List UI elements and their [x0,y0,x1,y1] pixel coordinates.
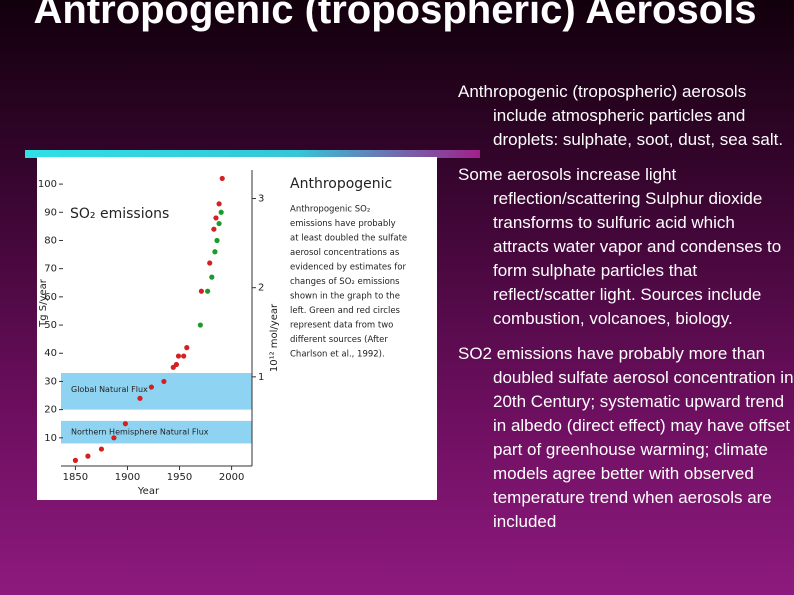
description-line: left. Green and red circles [290,306,401,316]
chart: Global Natural Flux Northern Hemisphere N… [37,157,437,500]
data-point [205,288,211,294]
data-point [72,457,79,463]
data-point [218,209,224,215]
data-point [219,175,225,182]
y-axis-label: Tg S/year [38,278,49,328]
data-point [216,201,222,207]
data-point [85,453,91,459]
y2-tick-label: 3 [258,194,264,205]
description-line: shown in the graph to the [290,292,400,302]
x-tick-label: 2000 [219,472,244,483]
y-tick-label: 10 [44,433,57,444]
chart-title: Anthropogenic [290,176,392,192]
data-point [181,353,187,359]
bullet: SO2 emissions have probably more than do… [458,344,794,531]
y-tick-label: 60 [44,292,57,303]
band-label: Global Natural Flux [71,385,148,394]
data-point [175,353,182,359]
flux-band [61,372,252,410]
data-point [98,446,105,452]
description-line: aerosol concentrations as [290,248,400,258]
data-point [216,220,222,227]
description-line: Charlson et al., 1992). [290,350,385,360]
y-tick-label: 40 [44,348,57,359]
y-tick-label: 50 [44,320,57,331]
title-rule [25,150,480,158]
data-point [111,435,117,441]
slide-title: Antropogenic (tropospheric) Aerosols [33,0,757,32]
y-tick-label: 80 [44,235,57,246]
data-point [209,274,215,280]
data-point [214,237,220,244]
flux-band [61,420,252,444]
band-label: Northern Hemisphere Natural Flux [71,428,209,437]
data-point [211,226,217,232]
y2-axis-label: 10¹² mol/year [269,303,280,372]
description-line: emissions have probably [290,219,396,229]
x-tick-label: 1950 [167,472,192,483]
data-point [148,384,155,390]
bullet-list: Anthropogenic (tropospheric) aerosols in… [458,80,794,545]
x-tick-label: 1900 [115,472,140,483]
data-point [184,345,190,351]
description-line: evidenced by estimates for [290,263,406,273]
data-point [173,361,180,368]
x-axis-label: Year [137,486,160,497]
description-line: represent data from two [290,321,393,331]
bullet: Anthropogenic (tropospheric) aerosols in… [458,82,784,149]
description-line: different sources (After [290,335,388,345]
bullet: Some aerosols increase light reflection/… [458,165,782,328]
y-tick-label: 70 [44,264,57,275]
x-tick-label: 1850 [63,472,88,483]
y2-tick-label: 2 [258,283,264,294]
y-tick-label: 90 [44,207,57,218]
y-tick-label: 20 [44,405,57,416]
chart-subtitle: SO₂ emissions [70,206,169,222]
data-point [197,322,203,328]
y-tick-label: 30 [44,376,57,387]
data-point [198,288,204,294]
data-point [161,378,167,385]
data-point [213,215,219,221]
y2-tick-label: 1 [258,372,264,383]
description-line: Anthropogenic SO₂ [290,205,370,215]
data-point [212,249,218,255]
data-point [207,260,213,266]
data-point [137,395,143,401]
data-point [122,421,128,427]
y-tick-label: 100 [38,179,57,190]
description-line: at least doubled the sulfate [290,234,407,244]
description-line: changes of SO₂ emissions [290,277,400,287]
